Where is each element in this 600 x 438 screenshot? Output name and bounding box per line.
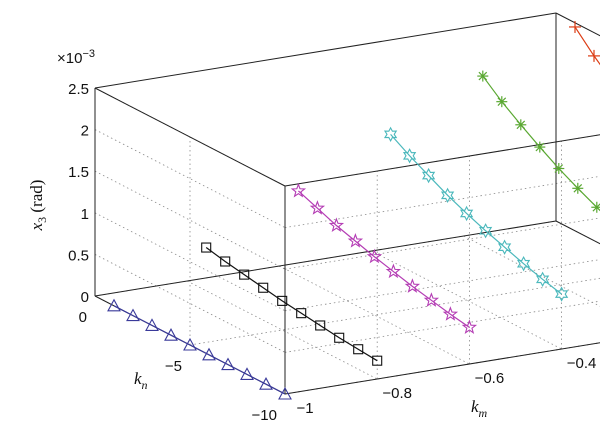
z-axis-label: x3 (rad) <box>27 180 49 232</box>
asterisk-marker-stroke <box>592 203 600 212</box>
box-edge <box>555 12 600 37</box>
hexagram-marker <box>516 255 531 272</box>
triangle-marker <box>202 347 216 361</box>
hexagram-marker <box>440 187 455 204</box>
triangle-marker <box>107 298 121 312</box>
triangle-marker <box>145 318 159 331</box>
y-tick-label: −5 <box>165 358 182 375</box>
pentagram-marker <box>309 200 326 215</box>
square-marker <box>201 242 212 253</box>
frame-layer <box>94 12 600 395</box>
asterisk-marker-stroke <box>478 71 488 81</box>
pentagram-marker <box>442 306 459 321</box>
grid-line-floor-x <box>463 235 600 307</box>
hexagram-marker <box>554 286 569 302</box>
grid-line-left-z <box>94 129 286 228</box>
hexagram-marker <box>383 126 398 143</box>
x-tick-label: −0.4 <box>567 355 597 372</box>
box-edge <box>94 87 286 187</box>
hexagram-marker <box>497 239 512 255</box>
pentagram-marker <box>404 278 421 293</box>
asterisk-marker-stroke <box>535 142 545 152</box>
pentagram-marker <box>328 217 345 233</box>
grid-line-back-z <box>284 342 600 395</box>
z-tick-label: 1.5 <box>68 164 89 181</box>
hexagram-marker <box>421 167 436 184</box>
series-line <box>113 305 286 395</box>
hexagram-marker <box>402 148 417 164</box>
y-tick-label: 0 <box>79 309 87 326</box>
series-layer <box>107 20 600 400</box>
pentagram-marker <box>461 319 478 334</box>
square-marker <box>258 282 269 293</box>
y-tick-label: −10 <box>252 407 277 424</box>
triangle-marker <box>126 308 140 322</box>
triangle-marker <box>278 386 292 400</box>
asterisk-marker-stroke <box>554 164 564 173</box>
grid-line-floor-x <box>279 265 470 365</box>
pentagram-marker <box>423 292 440 307</box>
pentagram-marker <box>385 263 402 279</box>
x-tick-label: −1 <box>296 400 313 417</box>
square-marker <box>220 256 231 267</box>
tick-layer: 00.511.522.50−5−10−1−0.8−0.6−0.4−0.20 <box>68 81 597 424</box>
box-edge <box>94 12 557 89</box>
grid-line-back-z <box>284 300 600 353</box>
grid-line-floor-y <box>284 342 600 395</box>
box-edge <box>94 220 557 297</box>
series-line <box>574 26 600 66</box>
pentagram-marker <box>290 182 307 198</box>
series-line <box>390 133 562 295</box>
pentagram-marker <box>366 248 383 264</box>
grid-layer <box>94 87 600 395</box>
square-marker <box>353 344 364 355</box>
z-tick-label: 0 <box>81 289 89 306</box>
hexagram-marker <box>478 223 493 239</box>
series-line <box>205 247 378 362</box>
hexagram-marker <box>459 205 474 222</box>
grid-line-back-z <box>284 259 600 312</box>
series-line <box>297 190 470 328</box>
x-tick-label: −0.8 <box>382 385 412 402</box>
triangle-marker <box>259 377 273 390</box>
series-line <box>482 75 600 212</box>
square-marker <box>239 269 250 280</box>
grid-line-back-z <box>284 134 600 187</box>
grid-line-floor-y <box>189 277 600 346</box>
triangle-marker <box>240 367 254 380</box>
square-marker <box>315 320 326 331</box>
x-tick-label: −0.6 <box>475 370 505 387</box>
pentagram-marker <box>347 233 364 248</box>
triangle-marker <box>164 328 178 341</box>
triangle-marker <box>183 337 197 351</box>
grid-line-back-z <box>284 175 600 228</box>
z-exponent-label: ×10−3 <box>57 48 95 67</box>
square-marker <box>372 355 383 366</box>
grid-line-back-z <box>284 217 600 270</box>
square-marker <box>277 295 288 306</box>
z-tick-label: 2.5 <box>68 81 89 98</box>
z-tick-label: 1 <box>81 206 89 223</box>
box-edge <box>284 134 600 187</box>
asterisk-marker-stroke <box>573 183 583 193</box>
box-edge <box>284 342 600 395</box>
x-axis-label: km <box>471 397 488 420</box>
asterisk-marker-stroke <box>497 97 507 106</box>
grid-line-floor-x <box>555 220 600 245</box>
y-axis-label: kn <box>134 369 148 392</box>
triangle-marker <box>221 357 235 371</box>
asterisk-marker-stroke <box>516 120 526 130</box>
hexagram-marker <box>535 271 550 287</box>
square-marker <box>296 308 307 319</box>
grid-line-floor-x <box>187 280 378 380</box>
z-tick-label: 2 <box>81 123 89 140</box>
square-marker <box>334 332 345 343</box>
box-edge <box>555 220 600 245</box>
z-tick-label: 0.5 <box>68 247 89 264</box>
